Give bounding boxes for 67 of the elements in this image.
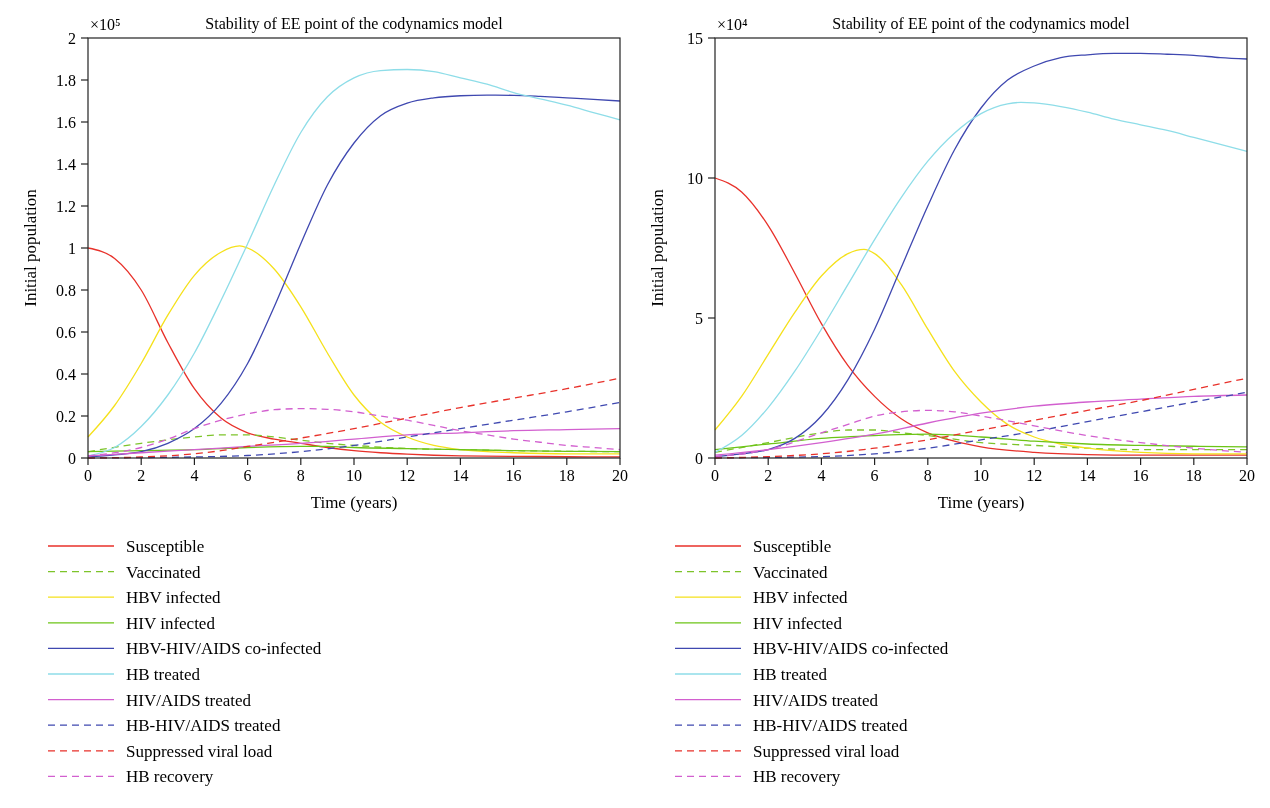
legend-label: HBV-HIV/AIDS co-infected [753, 639, 949, 659]
legend-label: HBV-HIV/AIDS co-infected [126, 639, 322, 659]
x-tick-label: 6 [243, 467, 252, 484]
y-tick-label: 0.6 [56, 323, 76, 341]
text: ×10⁵ [90, 16, 121, 33]
text: ×10⁴ [717, 16, 749, 33]
x-tick-label: 2 [137, 467, 146, 484]
legend-label: HB recovery [753, 767, 841, 787]
legend-label: HIV infected [753, 613, 843, 633]
y-tick-label: 1.8 [56, 71, 76, 89]
x-tick-label: 0 [711, 467, 719, 484]
x-tick-label: 12 [1026, 467, 1043, 484]
x-tick-label: 10 [973, 467, 989, 484]
y-tick-label: 1.6 [56, 113, 76, 131]
legend-label: HIV infected [126, 613, 216, 633]
y-tick-label: 0.8 [56, 281, 76, 299]
x-tick-label: 10 [346, 467, 362, 484]
x-tick-label: 8 [296, 467, 305, 484]
y-axis-title: Initial population [648, 188, 667, 307]
y-tick-label: 5 [695, 309, 703, 327]
legend-label: HIV/AIDS treated [753, 690, 879, 710]
x-tick-label: 16 [1132, 467, 1149, 484]
x-tick-label: 2 [764, 467, 773, 484]
legend-label: HB treated [126, 664, 201, 684]
legend-label: HB recovery [126, 767, 214, 787]
x-tick-label: 20 [612, 467, 628, 484]
x-tick-label: 0 [84, 467, 92, 484]
x-tick-label: 4 [817, 467, 826, 484]
legend-label: HBV infected [753, 588, 849, 608]
x-tick-label: 18 [1185, 467, 1202, 484]
y-axis-title: Initial population [21, 188, 40, 307]
x-tick-label: 18 [558, 467, 575, 484]
x-tick-label: 4 [190, 467, 199, 484]
legend-label: Vaccinated [126, 562, 202, 582]
y-tick-label: 1.4 [56, 155, 76, 173]
y-tick-label: 10 [687, 169, 703, 187]
chart-title: Stability of EE point of the codynamics model [832, 15, 1131, 33]
y-tick-label: 1.2 [56, 197, 76, 215]
x-tick-label: 14 [452, 467, 469, 484]
y-tick-label: 0.2 [56, 407, 76, 425]
line-series [714, 248, 1248, 455]
y-tick-label: 1 [68, 239, 76, 257]
legend-label: Suppressed viral load [126, 741, 273, 761]
y-tick-label: 0 [695, 449, 703, 467]
legend-label: Susceptible [753, 536, 832, 556]
x-tick-label: 12 [399, 467, 416, 484]
chart-title: Stability of EE point of the codynamics model [205, 15, 504, 33]
legend-label: HBV infected [126, 588, 222, 608]
x-tick-label: 8 [923, 467, 932, 484]
x-axis-title: Time (years) [937, 493, 1025, 512]
legend-label: HIV/AIDS treated [126, 690, 252, 710]
legend-label: Vaccinated [753, 562, 829, 582]
legend-label: Susceptible [126, 536, 205, 556]
y-tick-label: 0 [68, 449, 76, 467]
y-tick-label: 0.4 [56, 365, 76, 383]
legend-label: HB treated [753, 664, 828, 684]
legend-label: HB-HIV/AIDS treated [126, 716, 281, 736]
x-tick-label: 20 [1239, 467, 1255, 484]
x-tick-label: 6 [870, 467, 879, 484]
x-tick-label: 14 [1079, 467, 1096, 484]
line-series [714, 177, 1248, 456]
legend-label: HB-HIV/AIDS treated [753, 716, 908, 736]
x-tick-label: 16 [505, 467, 522, 484]
y-tick-label: 2 [68, 29, 76, 47]
legend-label: Suppressed viral load [753, 741, 900, 761]
y-tick-label: 15 [687, 29, 703, 47]
x-axis-title: Time (years) [310, 493, 398, 512]
